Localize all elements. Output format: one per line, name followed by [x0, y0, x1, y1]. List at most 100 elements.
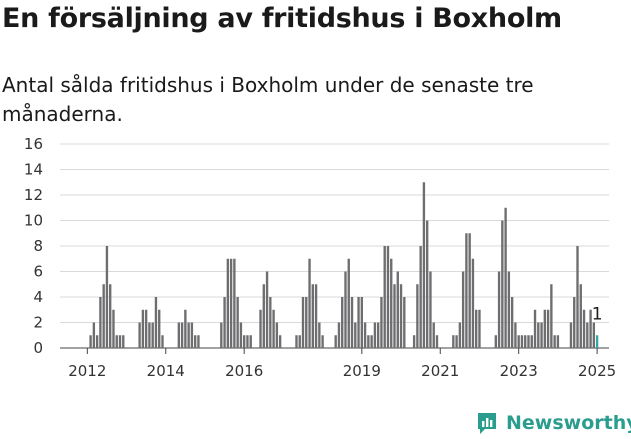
- bar: [233, 258, 236, 348]
- bar: [360, 297, 364, 348]
- bar: [399, 284, 403, 348]
- bar: [314, 284, 318, 348]
- bar: [576, 246, 579, 348]
- bar: [586, 322, 589, 348]
- y-tick-label: 12: [24, 186, 43, 204]
- x-tick-label: 2025: [578, 362, 616, 380]
- chart-title: En försäljning av fritidshus i Boxholm: [2, 3, 562, 34]
- y-tick-label: 16: [24, 135, 43, 153]
- x-tick-label: 2023: [500, 362, 538, 380]
- bar: [272, 309, 275, 348]
- bar: [148, 322, 151, 348]
- bar-highlight: [595, 335, 599, 348]
- bar: [501, 220, 504, 348]
- bar: [422, 182, 426, 348]
- x-tick-label: 2019: [343, 362, 381, 380]
- chart-subtitle: Antal sålda fritidshus i Boxholm under d…: [2, 73, 534, 126]
- y-tick-label: 0: [33, 339, 43, 357]
- bar: [92, 322, 96, 348]
- bar: [243, 335, 246, 348]
- bar: [403, 297, 406, 348]
- bar: [305, 297, 308, 348]
- bar: [193, 335, 197, 348]
- bar: [514, 322, 517, 348]
- bar: [341, 297, 344, 348]
- bar: [220, 322, 223, 348]
- y-tick-label: 2: [33, 314, 43, 332]
- bar: [223, 297, 226, 348]
- bar: [118, 335, 122, 348]
- bar: [275, 322, 279, 348]
- bar: [540, 322, 543, 348]
- bar: [344, 271, 347, 348]
- y-tick-label: 6: [33, 263, 43, 281]
- bar: [426, 220, 429, 348]
- brand[interactable]: Newsworthy: [476, 409, 631, 437]
- bar: [537, 322, 540, 348]
- bar: [363, 322, 367, 348]
- bar: [347, 258, 350, 348]
- bar: [452, 335, 455, 348]
- bar: [455, 335, 458, 348]
- y-tick-label: 14: [24, 161, 43, 179]
- value-annotation: 1: [592, 304, 603, 324]
- bar: [475, 309, 478, 348]
- bar: [269, 297, 272, 348]
- bar: [184, 309, 187, 348]
- bar: [102, 284, 105, 348]
- bar: [546, 309, 550, 348]
- bar: [520, 335, 524, 348]
- bar: [190, 322, 194, 348]
- bar: [246, 335, 249, 348]
- bar: [295, 335, 298, 348]
- bar: [556, 335, 560, 348]
- bar: [197, 335, 200, 348]
- bars: [89, 182, 599, 348]
- bar: [367, 335, 370, 348]
- bar: [569, 322, 573, 348]
- bar: [301, 297, 305, 348]
- bar: [530, 335, 533, 348]
- bar: [458, 322, 462, 348]
- bar: [386, 246, 390, 348]
- bar: [308, 258, 311, 348]
- bar: [337, 322, 341, 348]
- bar: [579, 284, 582, 348]
- bar: [95, 335, 99, 348]
- bar: [412, 335, 416, 348]
- x-tick-label: 2021: [421, 362, 459, 380]
- bar: [141, 309, 145, 348]
- bar: [468, 233, 471, 348]
- annotations: 1: [592, 304, 603, 324]
- bar: [416, 284, 419, 348]
- bar: [226, 258, 230, 348]
- x-tick-label: 2012: [68, 362, 106, 380]
- bar: [370, 335, 373, 348]
- bar: [99, 297, 102, 348]
- y-tick-label: 4: [33, 288, 43, 306]
- bar: [517, 335, 520, 348]
- bar: [311, 284, 314, 348]
- bar: [239, 322, 243, 348]
- bar: [158, 309, 161, 348]
- bar: [504, 207, 507, 348]
- brand-name: Newsworthy: [506, 412, 631, 434]
- bar: [122, 335, 125, 348]
- bar: [109, 284, 112, 348]
- bar: [354, 322, 357, 348]
- bar: [236, 297, 239, 348]
- x-axis: 2012 2014 2016 2019 2021 2023 2025: [68, 348, 616, 380]
- bar: [350, 297, 354, 348]
- y-axis-ticks: 0 2 4 6 8 10 12 14 16: [24, 135, 43, 357]
- bar: [396, 271, 399, 348]
- bar: [138, 322, 141, 348]
- bar: [553, 335, 556, 348]
- bar: [115, 335, 118, 348]
- bar: [262, 284, 265, 348]
- bar: [357, 297, 360, 348]
- x-tick-label: 2014: [147, 362, 185, 380]
- bar: [383, 246, 386, 348]
- bar: [334, 335, 337, 348]
- bar: [573, 297, 576, 348]
